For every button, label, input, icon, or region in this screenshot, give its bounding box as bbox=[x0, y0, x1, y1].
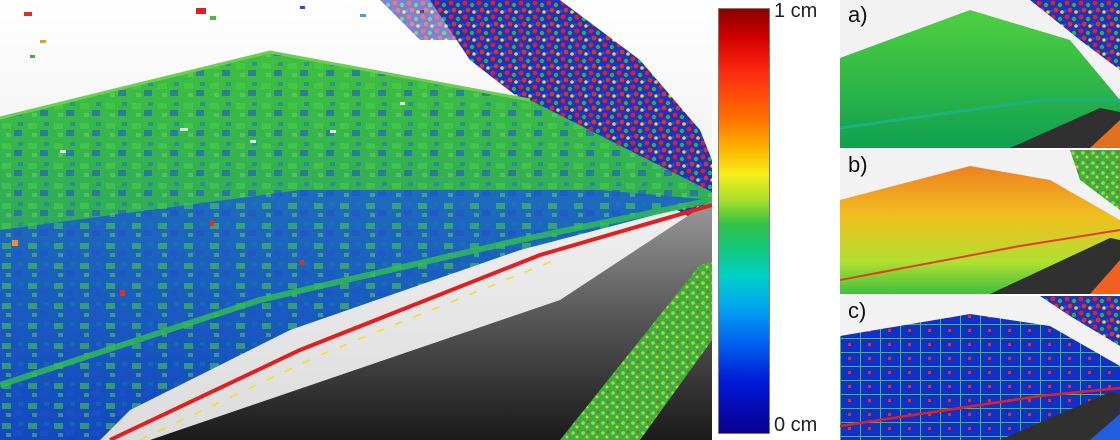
colorbar-panel: 1 cm 0 cm bbox=[712, 0, 836, 440]
ditch-green-strip bbox=[0, 197, 712, 388]
wall-white-spots bbox=[60, 102, 405, 153]
colorbar-max-label: 1 cm bbox=[774, 0, 818, 22]
inset-a-verge bbox=[1090, 120, 1120, 148]
inset-c: c) bbox=[840, 296, 1120, 440]
inset-a-svg bbox=[840, 0, 1120, 148]
road-edge-red-line bbox=[109, 203, 712, 440]
inset-a-label: a) bbox=[848, 2, 868, 27]
wall-red-spots bbox=[12, 220, 304, 296]
main-point-cloud-view bbox=[0, 0, 712, 440]
roadside-verge bbox=[560, 262, 712, 440]
inset-c-svg bbox=[840, 296, 1120, 440]
inset-b: b) bbox=[840, 150, 1120, 294]
inset-c-label: c) bbox=[848, 298, 867, 323]
inset-c-wall bbox=[840, 314, 1120, 440]
inset-b-wall bbox=[840, 166, 1120, 294]
inset-b-vegetation bbox=[1070, 150, 1120, 210]
inset-a: a) bbox=[840, 0, 1120, 148]
inset-a-wall bbox=[840, 10, 1120, 148]
inset-b-verge bbox=[1090, 260, 1120, 294]
road-edge-yellow-marks bbox=[139, 257, 561, 440]
inset-a-road bbox=[1010, 108, 1120, 148]
road-surface bbox=[150, 200, 712, 440]
inset-c-vegetation bbox=[1040, 296, 1120, 346]
vegetation-sparse bbox=[380, 0, 470, 40]
wall-top-edge bbox=[0, 50, 531, 120]
inset-c-verge bbox=[1090, 414, 1120, 440]
colorbar-min-label: 0 cm bbox=[774, 414, 818, 436]
inset-b-label: b) bbox=[848, 152, 868, 177]
inset-b-svg bbox=[840, 150, 1120, 294]
inset-c-road bbox=[1000, 392, 1120, 440]
main-view-svg bbox=[0, 0, 712, 440]
inset-a-vegetation bbox=[1030, 0, 1120, 70]
colorbar-gradient bbox=[718, 8, 770, 434]
wall-block-texture bbox=[0, 52, 712, 440]
inset-b-road bbox=[990, 238, 1120, 294]
